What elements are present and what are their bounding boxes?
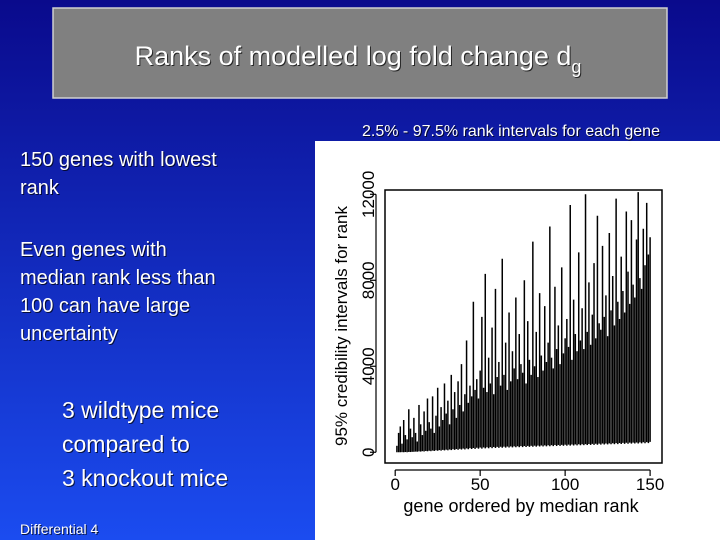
bullet-line: uncertainty <box>20 323 118 345</box>
chart-panel <box>315 141 720 540</box>
bullet-line: median rank less than <box>20 267 216 289</box>
bullet-line: rank <box>20 177 60 199</box>
y-tick-label: 12000 <box>359 171 378 218</box>
bullet-line: 150 genes with lowest <box>20 149 217 171</box>
chart-title: 2.5% - 97.5% rank intervals for each gen… <box>362 123 660 140</box>
x-tick-label: 100 <box>551 475 579 494</box>
title-box <box>52 7 668 99</box>
bullet-line: Even genes with <box>20 239 167 261</box>
footer: Differential 4 <box>20 521 99 537</box>
x-tick-label: 0 <box>390 475 399 494</box>
x-axis-label: gene ordered by median rank <box>403 496 639 516</box>
bullet-line: 100 can have large <box>20 295 190 317</box>
plot-frame <box>384 189 663 464</box>
x-tick-label: 150 <box>636 475 664 494</box>
slide-title: Ranks of modelled log fold change dg <box>135 41 582 77</box>
y-tick-label: 4000 <box>359 347 378 385</box>
y-tick-label: 0 <box>359 448 378 457</box>
y-tick-label: 8000 <box>359 261 378 299</box>
x-tick-label: 50 <box>471 475 490 494</box>
y-axis-label: 95% credibility intervals for rank <box>332 206 351 446</box>
note-line: 3 wildtype mice <box>62 397 219 423</box>
note-line: compared to <box>62 431 190 457</box>
note-line: 3 knockout mice <box>62 465 228 491</box>
